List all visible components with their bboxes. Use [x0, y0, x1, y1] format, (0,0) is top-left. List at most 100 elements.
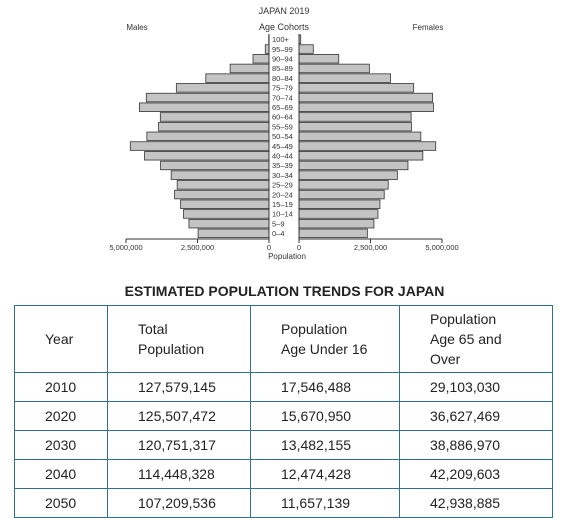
male-bar-2 [253, 54, 269, 63]
female-bar-2 [299, 54, 339, 63]
cell-year: 2020 [15, 402, 108, 431]
header-under16-line-1: Population [281, 319, 399, 339]
male-bar-8 [160, 113, 269, 122]
female-bar-17 [299, 200, 380, 209]
female-bar-11 [299, 142, 436, 151]
cohort-label-12: 40–44 [272, 151, 293, 160]
cohort-label-6: 70–74 [272, 93, 293, 102]
female-bar-4 [299, 74, 391, 83]
table-row: 2020 125,507,472 15,670,950 36,627,469 [15, 402, 553, 431]
male-bar-7 [139, 103, 269, 112]
cell-total: 107,209,536 [108, 489, 251, 518]
table-row: 2010 127,579,145 17,546,488 29,103,030 [15, 373, 553, 402]
cell-year: 2030 [15, 431, 108, 460]
male-bar-12 [145, 151, 269, 160]
male-bar-9 [159, 122, 269, 131]
cell-year: 2050 [15, 489, 108, 518]
header-65-line-2: Age 65 and [430, 329, 552, 349]
header-65-and-over: Population Age 65 and Over [400, 306, 553, 373]
female-bar-20 [299, 229, 367, 238]
female-bar-5 [299, 84, 414, 93]
male-bar-17 [181, 200, 269, 209]
male-bar-18 [183, 210, 269, 219]
male-bar-11 [130, 142, 269, 151]
cell-under16: 15,670,950 [251, 402, 400, 431]
cell-total: 114,448,328 [108, 460, 251, 489]
female-bar-16 [299, 190, 384, 199]
table-header-row: Year Total Population Population Age Und… [15, 306, 553, 373]
female-bar-14 [299, 171, 397, 180]
cohort-label-4: 80–84 [272, 74, 293, 83]
header-year: Year [15, 306, 108, 373]
category-axis-label: Age Cohorts [259, 22, 310, 32]
males-label: Males [126, 23, 147, 32]
cell-65-over: 42,938,885 [400, 489, 553, 518]
cohort-label-16: 20–24 [272, 190, 293, 199]
male-bars [130, 35, 269, 238]
cell-total: 125,507,472 [108, 402, 251, 431]
right-tick-label-2: 5,000,000 [425, 243, 458, 252]
female-bar-18 [299, 210, 378, 219]
table-row: 2030 120,751,317 13,482,155 38,886,970 [15, 431, 553, 460]
cell-total: 127,579,145 [108, 373, 251, 402]
cohort-label-14: 30–34 [272, 171, 293, 180]
male-bar-20 [198, 229, 269, 238]
cohort-label-10: 50–54 [272, 132, 293, 141]
header-under16-line-2: Age Under 16 [281, 339, 399, 359]
left-tick-label-0: 5,000,000 [109, 243, 142, 252]
right-tick-label-0: 0 [297, 243, 301, 252]
male-bar-16 [175, 190, 269, 199]
cell-65-over: 42,209,603 [400, 460, 553, 489]
cell-year: 2040 [15, 460, 108, 489]
female-bar-13 [299, 161, 408, 170]
female-bar-19 [299, 219, 374, 228]
header-total-line-1: Total [138, 319, 250, 339]
male-bar-14 [171, 171, 269, 180]
female-bar-9 [299, 122, 411, 131]
cohort-label-18: 10–14 [272, 210, 293, 219]
female-bar-1 [299, 45, 313, 54]
header-total-population: Total Population [108, 306, 251, 373]
cohort-label-20: 0–4 [272, 229, 285, 238]
female-bar-12 [299, 151, 423, 160]
cohort-label-13: 35–39 [272, 161, 293, 170]
cell-under16: 12,474,428 [251, 460, 400, 489]
male-bar-6 [146, 93, 269, 102]
female-bar-7 [299, 103, 433, 112]
cell-year: 2010 [15, 373, 108, 402]
table-row: 2050 107,209,536 11,657,139 42,938,885 [15, 489, 553, 518]
female-bar-8 [299, 113, 411, 122]
cohort-label-19: 5–9 [272, 219, 285, 228]
cohort-label-0: 100+ [272, 35, 290, 44]
cell-under16: 11,657,139 [251, 489, 400, 518]
cell-65-over: 36,627,469 [400, 402, 553, 431]
cohort-label-5: 75–79 [272, 84, 293, 93]
left-tick-label-2: 0 [267, 243, 271, 252]
header-year-text: Year [45, 331, 73, 347]
header-total-line-2: Population [138, 339, 250, 359]
female-bar-15 [299, 181, 388, 190]
cohort-label-3: 85–89 [272, 64, 293, 73]
x-axis-label: Population [268, 252, 306, 261]
cohort-label-7: 65–69 [272, 103, 293, 112]
cell-65-over: 29,103,030 [400, 373, 553, 402]
cohort-label-1: 95–99 [272, 45, 293, 54]
cell-total: 120,751,317 [108, 431, 251, 460]
females-label: Females [413, 23, 444, 32]
female-bar-10 [299, 132, 421, 141]
cohort-label-17: 15–19 [272, 200, 293, 209]
left-tick-label-1: 2,500,000 [181, 243, 214, 252]
header-under-16: Population Age Under 16 [251, 306, 400, 373]
x-axis-ticks: 5,000,000 2,500,000 0 0 2,500,000 5,000,000 [109, 239, 458, 252]
male-bar-13 [161, 161, 269, 170]
male-bar-5 [176, 84, 269, 93]
male-bar-4 [206, 74, 269, 83]
male-bar-3 [230, 64, 269, 73]
male-bar-1 [265, 45, 269, 54]
right-tick-label-1: 2,500,000 [354, 243, 387, 252]
male-bar-10 [147, 132, 269, 141]
cohort-label-9: 55–59 [272, 122, 293, 131]
table-row: 2040 114,448,328 12,474,428 42,209,603 [15, 460, 553, 489]
cohort-label-11: 45–49 [272, 142, 293, 151]
cell-65-over: 38,886,970 [400, 431, 553, 460]
